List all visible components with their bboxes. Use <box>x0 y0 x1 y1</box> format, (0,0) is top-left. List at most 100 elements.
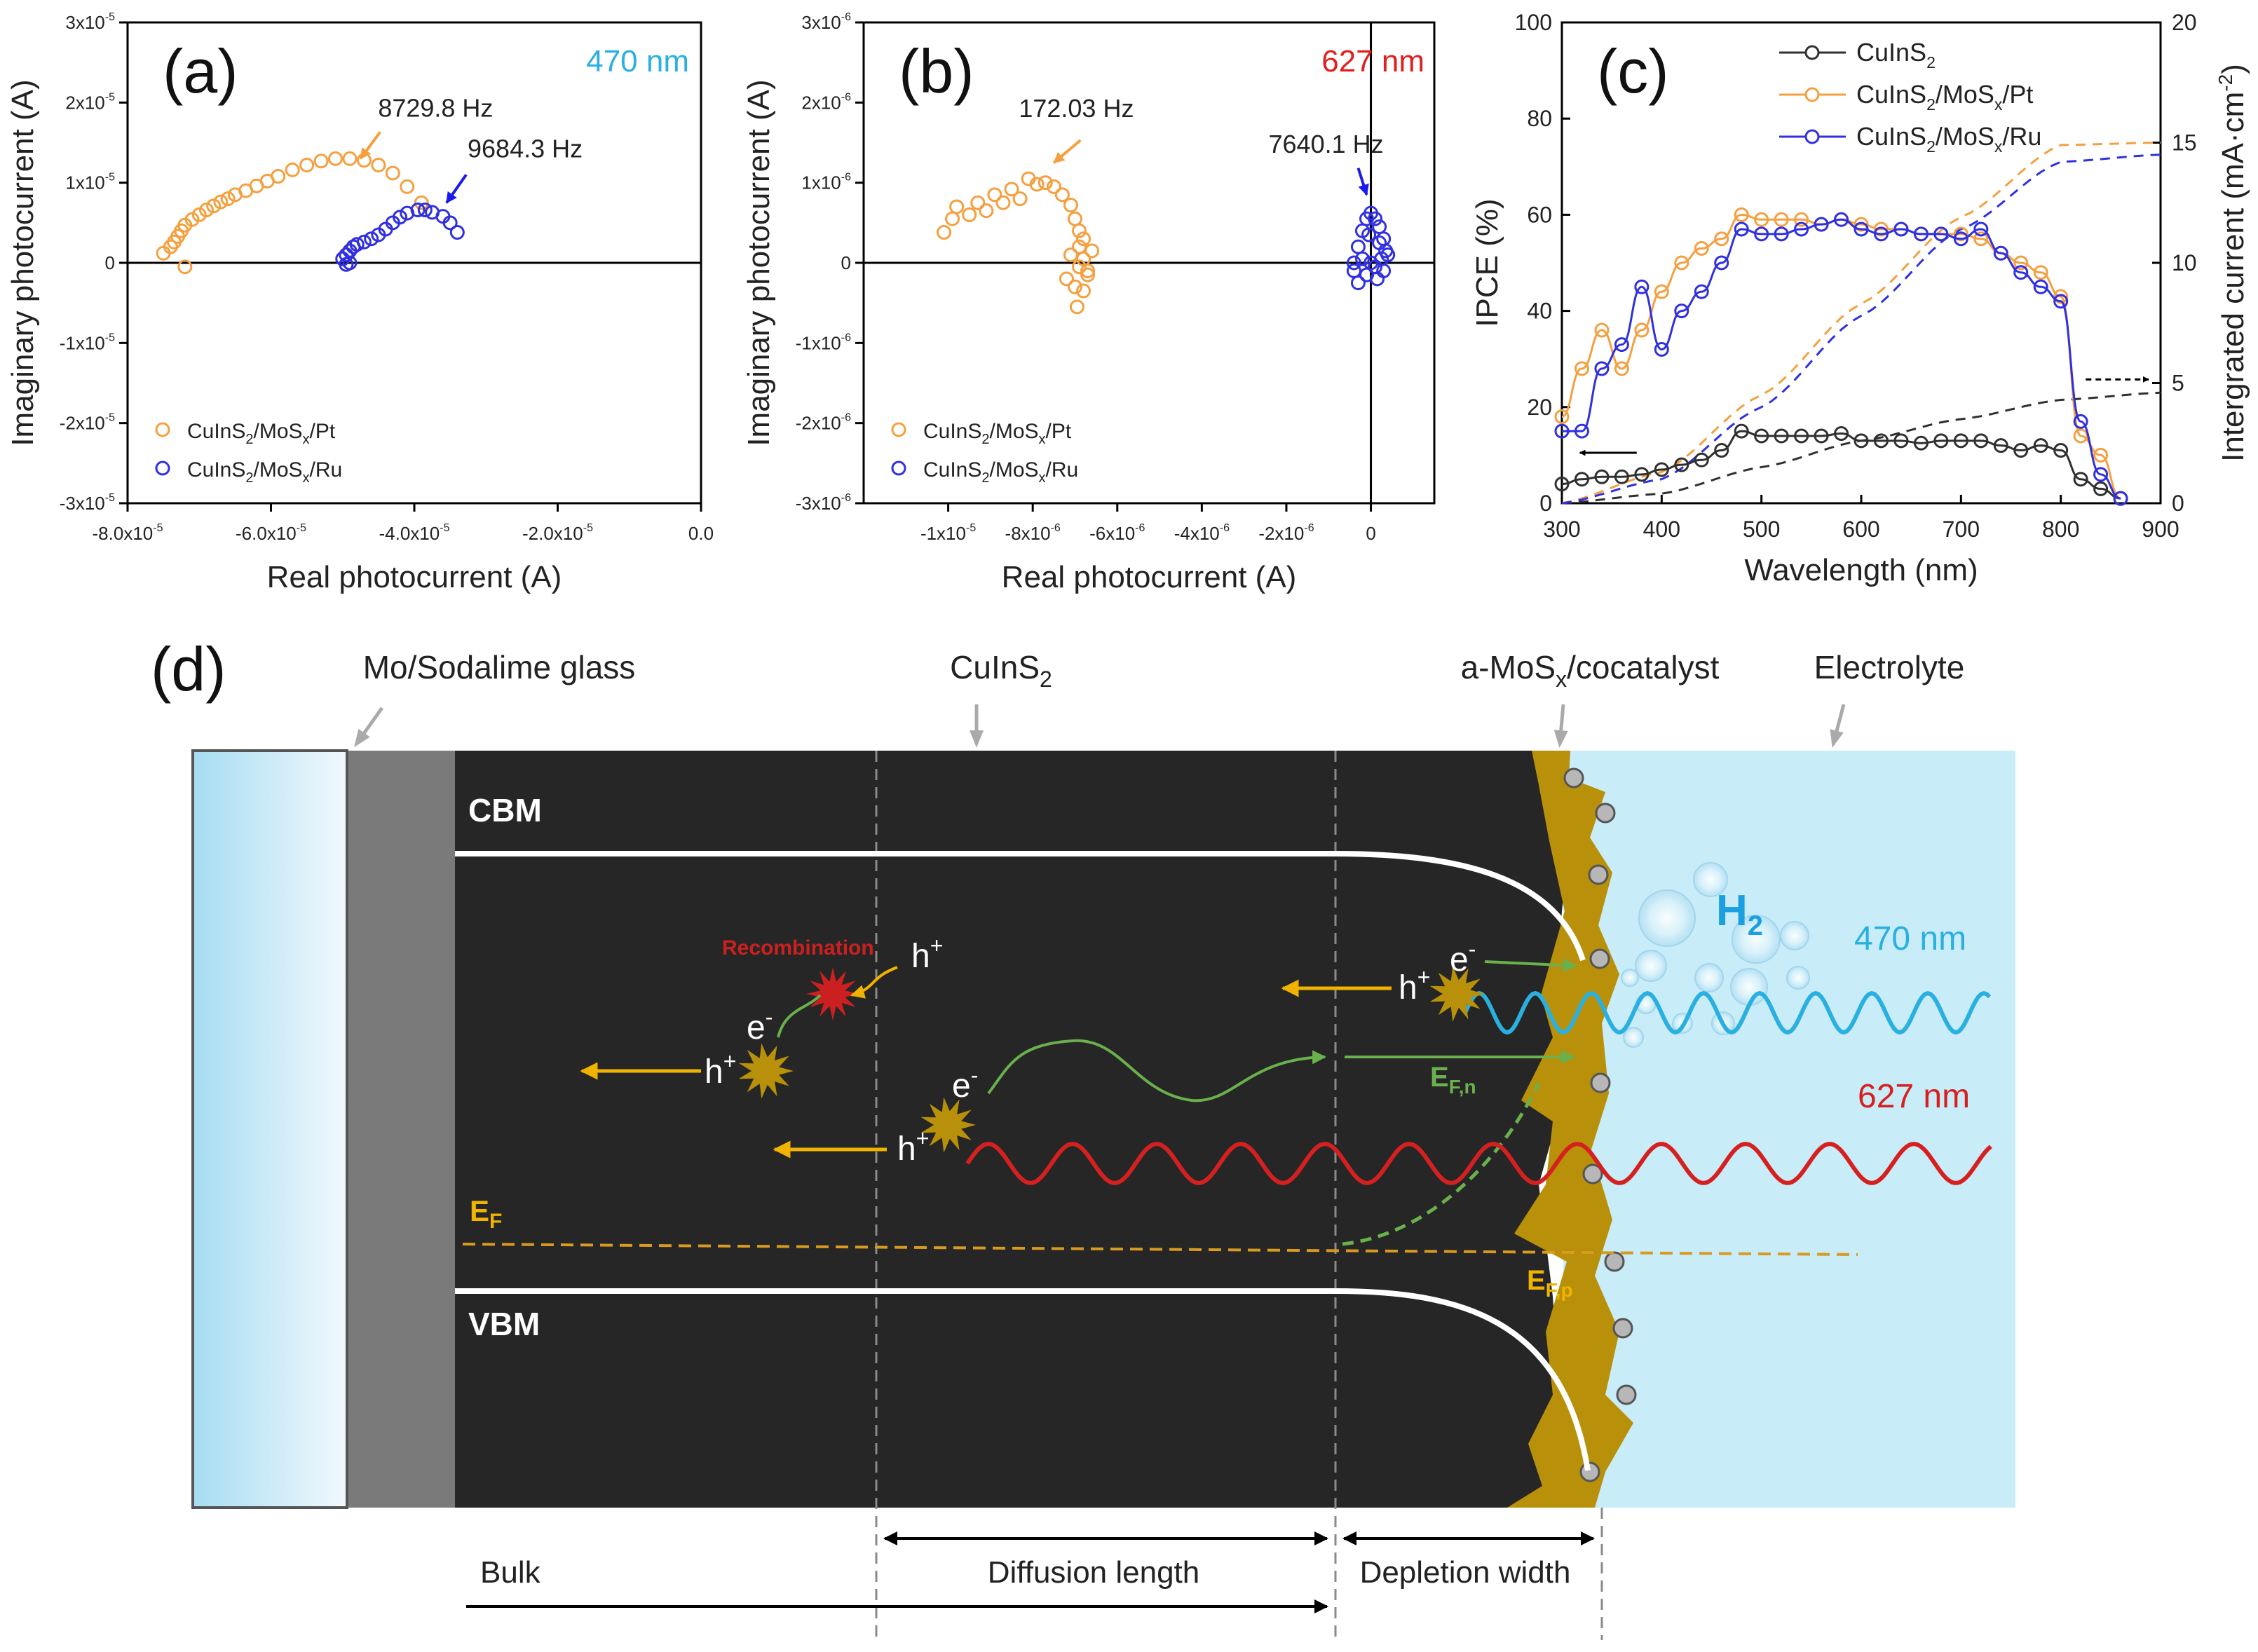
ipce-point <box>1854 217 1869 232</box>
fermi-level-line <box>462 1243 1858 1256</box>
legend-entry: CuInS2/MoSx/Pt <box>1856 80 2033 114</box>
y2-tick-label: 0 <box>2172 491 2184 516</box>
legend-entry: CuInS2/MoSx/Pt <box>923 420 1072 447</box>
data-point <box>177 259 193 275</box>
ipce-point <box>1714 255 1729 271</box>
ipce-point <box>1893 221 1909 237</box>
electron-label-3: e- <box>1450 936 1476 978</box>
data-point <box>1350 239 1366 254</box>
ipce-point <box>1574 472 1589 487</box>
data-point <box>414 195 429 210</box>
ipce-point <box>1694 284 1709 299</box>
ipce-point <box>1794 221 1809 237</box>
y-tick-label: -3x10-6 <box>796 492 851 514</box>
data-point <box>198 203 214 218</box>
hole-label-1: h+ <box>705 1049 736 1091</box>
y-tick-label: 2x10-6 <box>801 91 851 113</box>
frequency-label: 172.03 Hz <box>1019 94 1134 123</box>
y-tick-label: 1x10-5 <box>65 172 115 193</box>
hole-label-3: h+ <box>1399 964 1430 1006</box>
y-tick-label: 2x10-5 <box>65 91 115 113</box>
data-point <box>271 169 286 184</box>
frequency-label: 7640.1 Hz <box>1269 130 1384 158</box>
ipce-point <box>1774 212 1789 227</box>
light-label-627nm: 627 nm <box>1858 1078 1970 1115</box>
data-point <box>1067 279 1082 294</box>
ipce-point <box>2093 467 2109 482</box>
ipce-point <box>1953 231 1968 247</box>
ipce-point <box>1794 428 1809 444</box>
legend-entry: CuInS2/MoSx/Pt <box>187 420 336 447</box>
legend-entry: CuInS2 <box>1856 38 1936 71</box>
data-point <box>356 234 372 250</box>
ipce-point <box>2073 472 2088 487</box>
carrier-pair-1 <box>738 1043 794 1099</box>
data-point <box>995 195 1011 210</box>
ipce-point <box>1694 240 1709 256</box>
y-axis-label: IPCE (%) <box>1470 198 1504 327</box>
ipce-point <box>1913 435 1929 451</box>
data-point <box>1361 227 1377 243</box>
data-point <box>400 179 415 194</box>
legend-marker <box>155 422 170 437</box>
legend-marker <box>1804 45 1820 60</box>
y-tick-label: 0 <box>105 252 115 273</box>
ipce-point <box>2073 428 2088 444</box>
data-point <box>1368 211 1383 226</box>
ipce-point <box>2093 447 2109 463</box>
data-point <box>213 194 229 210</box>
y2-tick-label: 5 <box>2172 371 2184 396</box>
data-point <box>949 199 965 214</box>
efp-label: EF,p <box>1527 1265 1573 1301</box>
h2-bubble <box>1786 966 1810 990</box>
integrated-current-curve <box>1561 153 2161 505</box>
data-point <box>1080 267 1096 282</box>
ipce-point <box>1594 322 1610 338</box>
ipce-point <box>1734 423 1749 439</box>
h2-label: H2 <box>1716 887 1763 941</box>
cocatalyst-particle <box>1590 1072 1611 1093</box>
ipce-point <box>1594 469 1610 484</box>
ipce-curve <box>1561 213 2121 500</box>
panel-d-band-diagram: (d) Mo/Sodalime glass CuInS2 a-MoSx/coca… <box>151 634 2015 1640</box>
data-point <box>1067 211 1082 226</box>
data-point <box>442 215 458 231</box>
ipce-point <box>1953 226 1968 242</box>
mo-back-contact <box>348 751 455 1508</box>
cocatalyst-particle <box>1604 1251 1625 1272</box>
ipce-point <box>1674 303 1689 319</box>
h2-bubble <box>1623 1027 1644 1048</box>
data-point <box>1372 235 1387 250</box>
ipce-point <box>1873 221 1889 237</box>
ipce-curve <box>1562 218 2121 500</box>
panel-c-ipce-chart: 300 400 500 600 700 800 9000204060801000510152… <box>1470 10 2250 587</box>
frequency-label: 9684.3 Hz <box>468 134 583 163</box>
ipce-point <box>1574 423 1589 439</box>
data-point <box>1029 177 1045 192</box>
ipce-point <box>1854 433 1869 449</box>
data-point <box>417 203 433 218</box>
wavelength-annotation: 627 nm <box>1321 44 1424 78</box>
electrolyte-label: Electrolyte <box>1814 649 1965 685</box>
recombination-burst <box>806 967 859 1020</box>
cocatalyst-label: a-MoSx/cocatalyst <box>1461 649 1720 692</box>
ipce-point <box>1714 443 1729 458</box>
x-tick-label: 500 <box>1743 517 1780 542</box>
cuins2-absorber <box>455 751 1574 1508</box>
y-tick-label: 1x10-6 <box>801 172 851 193</box>
ipce-point <box>1654 284 1669 299</box>
panel-label: (b) <box>899 36 974 106</box>
data-point <box>1346 255 1361 271</box>
y-tick-label: 60 <box>1527 202 1552 227</box>
efn-label: EF,n <box>1430 1062 1476 1098</box>
ipce-point <box>1973 221 1989 237</box>
integrated-current-curve <box>1561 142 2161 505</box>
data-point <box>1046 179 1061 194</box>
ipce-point <box>1754 226 1769 242</box>
electrolyte-region <box>1563 751 2015 1508</box>
ipce-point <box>1654 462 1669 477</box>
ipce-point <box>1734 207 1749 222</box>
data-point <box>1380 247 1396 263</box>
cocatalyst-particle <box>1579 1461 1600 1482</box>
ipce-point <box>1913 226 1929 242</box>
